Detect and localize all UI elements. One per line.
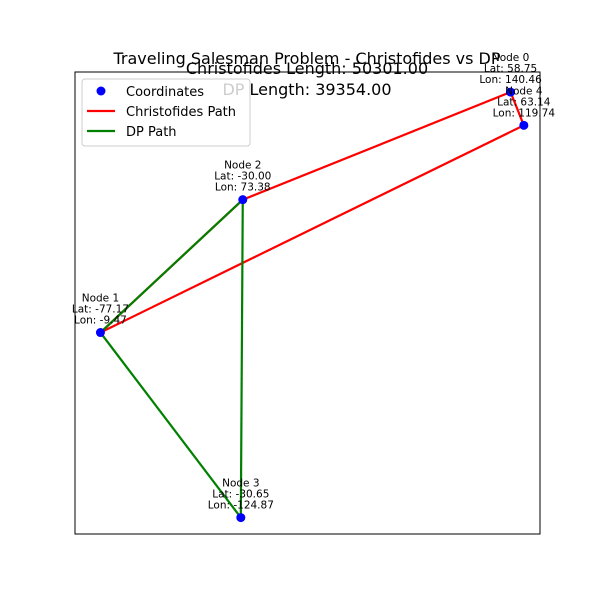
node-point [236, 513, 246, 523]
points-layer [95, 87, 529, 523]
node-lon-label: Lon: -9.47 [74, 315, 127, 327]
node-lon-label: Lon: -124.87 [208, 500, 274, 512]
node-lon-label: Lon: 119.74 [493, 107, 556, 119]
legend-coordinates-label: Coordinates [126, 85, 204, 100]
plot-area [74, 71, 541, 535]
node-lat-label: Lat: -30.00 [214, 171, 271, 183]
node-lon-label: Lon: 73.38 [215, 182, 271, 194]
chart-title: Traveling Salesman Problem - Christofide… [112, 49, 500, 68]
node-point [519, 120, 529, 130]
dp-path-segment [99, 331, 242, 519]
node-name-label: Node 4 [505, 85, 543, 97]
legend-box [81, 78, 251, 147]
dp-length-label: DP Length: 39354.00 [222, 80, 391, 99]
dp-path-segment [99, 198, 244, 334]
christofides-path-segment [242, 91, 511, 201]
node-lat-label: Lat: -77.17 [72, 304, 129, 316]
node-lat-label: Lat: -30.65 [212, 489, 269, 501]
node-name-label: Node 3 [222, 478, 259, 490]
node-lat-label: Lat: 63.14 [497, 96, 551, 108]
node-point [238, 195, 248, 205]
dp-path-segment [239, 199, 244, 518]
legend-christofides-label: Christofides Path [126, 105, 236, 120]
node-point [95, 328, 105, 338]
legend-dp-label: DP Path [126, 125, 177, 140]
christofides-path-segment [509, 91, 525, 126]
legend-coordinates-marker [96, 86, 106, 96]
legend: Coordinates Christofides Path DP Path [81, 78, 251, 147]
node-name-label: Node 2 [224, 160, 261, 172]
node-lat-label: Lat: 58.75 [484, 63, 537, 75]
christofides-path-segment [99, 124, 525, 334]
node-name-label: Node 1 [82, 293, 119, 305]
christofides-length-label: Christofides Length: 50301.00 [186, 59, 428, 78]
paths-layer [99, 91, 525, 519]
node-name-label: Node 0 [492, 52, 529, 64]
node-lon-label: Lon: 140.46 [479, 74, 542, 86]
node-point [506, 87, 516, 97]
